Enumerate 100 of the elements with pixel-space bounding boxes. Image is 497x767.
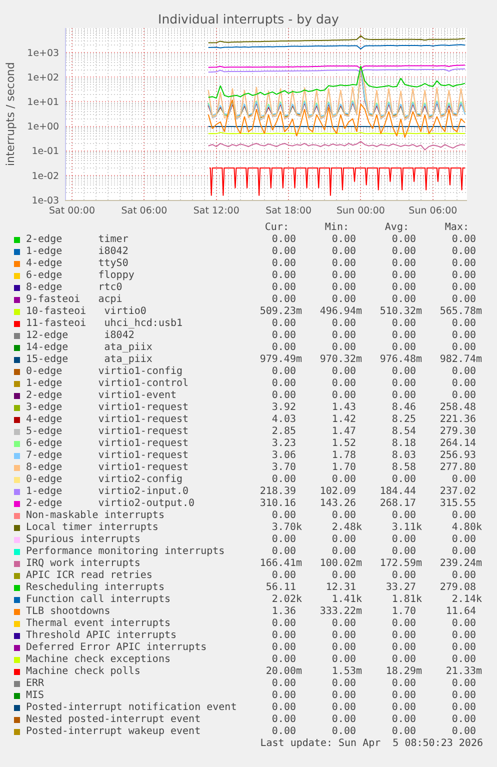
- text: 268.17: [380, 498, 416, 510]
- y-tick-label: 1e-01: [32, 146, 60, 158]
- legend-label: Machine check polls: [26, 666, 140, 678]
- text: 1.78: [332, 450, 356, 462]
- text: 0.00: [392, 234, 416, 246]
- legend-label: 2-edge virtio2-output.0: [26, 498, 195, 510]
- text: 0.00: [332, 378, 356, 390]
- text: 0.00: [272, 282, 296, 294]
- legend-label: Posted-interrupt wakeup event: [26, 726, 201, 738]
- legend-label: Spurious interrupts: [26, 534, 140, 546]
- text: 0.00: [272, 618, 296, 630]
- x-tick-label: Sat 00:00: [49, 205, 95, 216]
- text: 279.08: [440, 582, 476, 594]
- legend-label: IRQ work interrupts: [26, 558, 140, 570]
- text: 8.46: [392, 402, 416, 414]
- legend-label: 10-fasteoi virtio0: [26, 306, 146, 318]
- legend-label: 3-edge virtio1-request: [26, 402, 189, 414]
- text: 0.00: [332, 714, 356, 726]
- text: 0.00: [332, 618, 356, 630]
- text: 565.78m: [440, 306, 482, 318]
- x-tick-label: Sat 12:00: [193, 205, 240, 216]
- text: 0.00: [332, 246, 356, 258]
- text: 976.48m: [380, 354, 422, 366]
- text: 0.00: [332, 474, 356, 486]
- text: 0.00: [452, 342, 476, 354]
- text: 3.06: [272, 450, 296, 462]
- text: 0.00: [452, 294, 476, 306]
- legend-label: 14-edge ata_piix: [26, 342, 152, 354]
- text: 0.00: [332, 366, 356, 378]
- y-tick-label: 1e+01: [27, 97, 60, 108]
- text: 0.00: [452, 654, 476, 666]
- legend-label: 7-edge virtio1-request: [26, 450, 189, 462]
- text: 0.00: [392, 642, 416, 654]
- text: 0.00: [332, 630, 356, 642]
- text: 0.00: [272, 534, 296, 546]
- text: 237.02: [440, 486, 476, 498]
- text: 0.00: [272, 234, 296, 246]
- text: 0.00: [332, 282, 356, 294]
- text: 1.41k: [332, 594, 362, 606]
- text: 0.00: [332, 318, 356, 330]
- text: Min:: [324, 222, 349, 234]
- text: 3.23: [272, 438, 296, 450]
- text: 1.70: [332, 462, 356, 474]
- text: 0.00: [452, 534, 476, 546]
- text: 264.14: [440, 438, 476, 450]
- legend-label: 1-edge i8042: [26, 246, 128, 258]
- legend-label: ERR: [26, 678, 44, 690]
- legend-label: 8-edge virtio1-request: [26, 462, 189, 474]
- text: 1.52: [332, 438, 356, 450]
- text: 0.00: [392, 570, 416, 582]
- text: 0.00: [332, 342, 356, 354]
- legend-label: Performance monitoring interrupts: [26, 546, 225, 558]
- text: 0.00: [452, 258, 476, 270]
- text: 0.00: [272, 570, 296, 582]
- legend-label: Function call interrupts: [26, 594, 170, 606]
- text: 0.00: [452, 618, 476, 630]
- line-series: [208, 141, 466, 150]
- text: 277.80: [440, 462, 476, 474]
- legend-label: 5-edge virtio1-request: [26, 426, 189, 438]
- text: 0.00: [272, 294, 296, 306]
- text: Avg:: [384, 222, 409, 234]
- text: 56.11: [266, 582, 296, 594]
- text: 0.00: [452, 642, 476, 654]
- text: Max:: [444, 222, 469, 234]
- text: 0.00: [332, 510, 356, 522]
- text: 0.00: [392, 510, 416, 522]
- text: 8.54: [392, 426, 416, 438]
- text: 0.00: [452, 318, 476, 330]
- legend-label: Non-maskable interrupts: [26, 510, 164, 522]
- text: 0.00: [452, 366, 476, 378]
- text: 1.42: [332, 414, 356, 426]
- text: 2.14k: [452, 594, 482, 606]
- text: 4.03: [272, 414, 296, 426]
- text: 0.00: [272, 270, 296, 282]
- text: Last update: Sun Apr 5 08:50:23 2026: [260, 738, 483, 750]
- text: 0.00: [272, 630, 296, 642]
- y-tick-label: 1e+00: [27, 122, 60, 133]
- text: 258.48: [440, 402, 476, 414]
- x-tick-label: Sat 18:00: [266, 205, 312, 216]
- text: 3.70k: [272, 522, 302, 534]
- text: 0.00: [452, 690, 476, 702]
- text: 0.00: [332, 294, 356, 306]
- text: 0.00: [272, 642, 296, 654]
- text: 0.00: [272, 474, 296, 486]
- legend-label: 1-edge virtio1-control: [26, 378, 189, 390]
- text: 1.81k: [392, 594, 422, 606]
- text: 0.00: [452, 234, 476, 246]
- text: 0.00: [392, 378, 416, 390]
- text: 12.31: [326, 582, 356, 594]
- text: 0.00: [392, 546, 416, 558]
- text: 8.58: [392, 462, 416, 474]
- text: 1.70: [392, 606, 416, 618]
- text: 0.00: [392, 390, 416, 402]
- text: 1.53m: [332, 666, 362, 678]
- text: 0.00: [272, 366, 296, 378]
- legend-label: Rescheduling interrupts: [26, 582, 164, 594]
- text: 315.55: [440, 498, 476, 510]
- legend-label: 1-edge virtio2-input.0: [26, 486, 189, 498]
- text: 4.80k: [452, 522, 482, 534]
- text: 0.00: [272, 246, 296, 258]
